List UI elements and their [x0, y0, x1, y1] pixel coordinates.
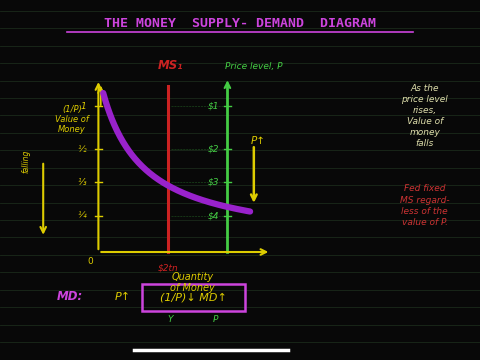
Text: $2tn: $2tn [158, 264, 179, 273]
Text: Fed fixed
MS regard-
less of the
value of P.: Fed fixed MS regard- less of the value o… [400, 184, 450, 227]
Text: $4: $4 [207, 211, 219, 220]
Text: P↑: P↑ [114, 292, 131, 302]
Text: 1: 1 [81, 102, 86, 111]
Text: P↑: P↑ [251, 136, 266, 146]
Text: Y: Y [168, 315, 173, 324]
Text: Price level, P: Price level, P [225, 62, 283, 71]
Text: (1/P)
Value of
Money: (1/P) Value of Money [55, 105, 89, 134]
Text: ¼: ¼ [78, 211, 86, 220]
Text: MS₁: MS₁ [158, 59, 183, 72]
Text: $1: $1 [207, 102, 219, 111]
Text: ⅓: ⅓ [78, 178, 86, 187]
Text: THE MONEY  SUPPLY- DEMAND  DIAGRAM: THE MONEY SUPPLY- DEMAND DIAGRAM [104, 17, 376, 30]
Text: $2: $2 [207, 145, 219, 154]
Text: falling: falling [22, 149, 31, 172]
Bar [142, 284, 245, 311]
Text: Quantity
of Money: Quantity of Money [170, 272, 215, 293]
Text: (1/P)↓ MD↑: (1/P)↓ MD↑ [160, 292, 227, 302]
Text: MD:: MD: [57, 291, 83, 303]
Text: P: P [213, 315, 218, 324]
Text: 0: 0 [87, 256, 93, 266]
Text: $3: $3 [207, 178, 219, 187]
Text: As the
price level
rises,
Value of
money
falls: As the price level rises, Value of money… [401, 84, 448, 148]
Text: ½: ½ [78, 145, 86, 154]
